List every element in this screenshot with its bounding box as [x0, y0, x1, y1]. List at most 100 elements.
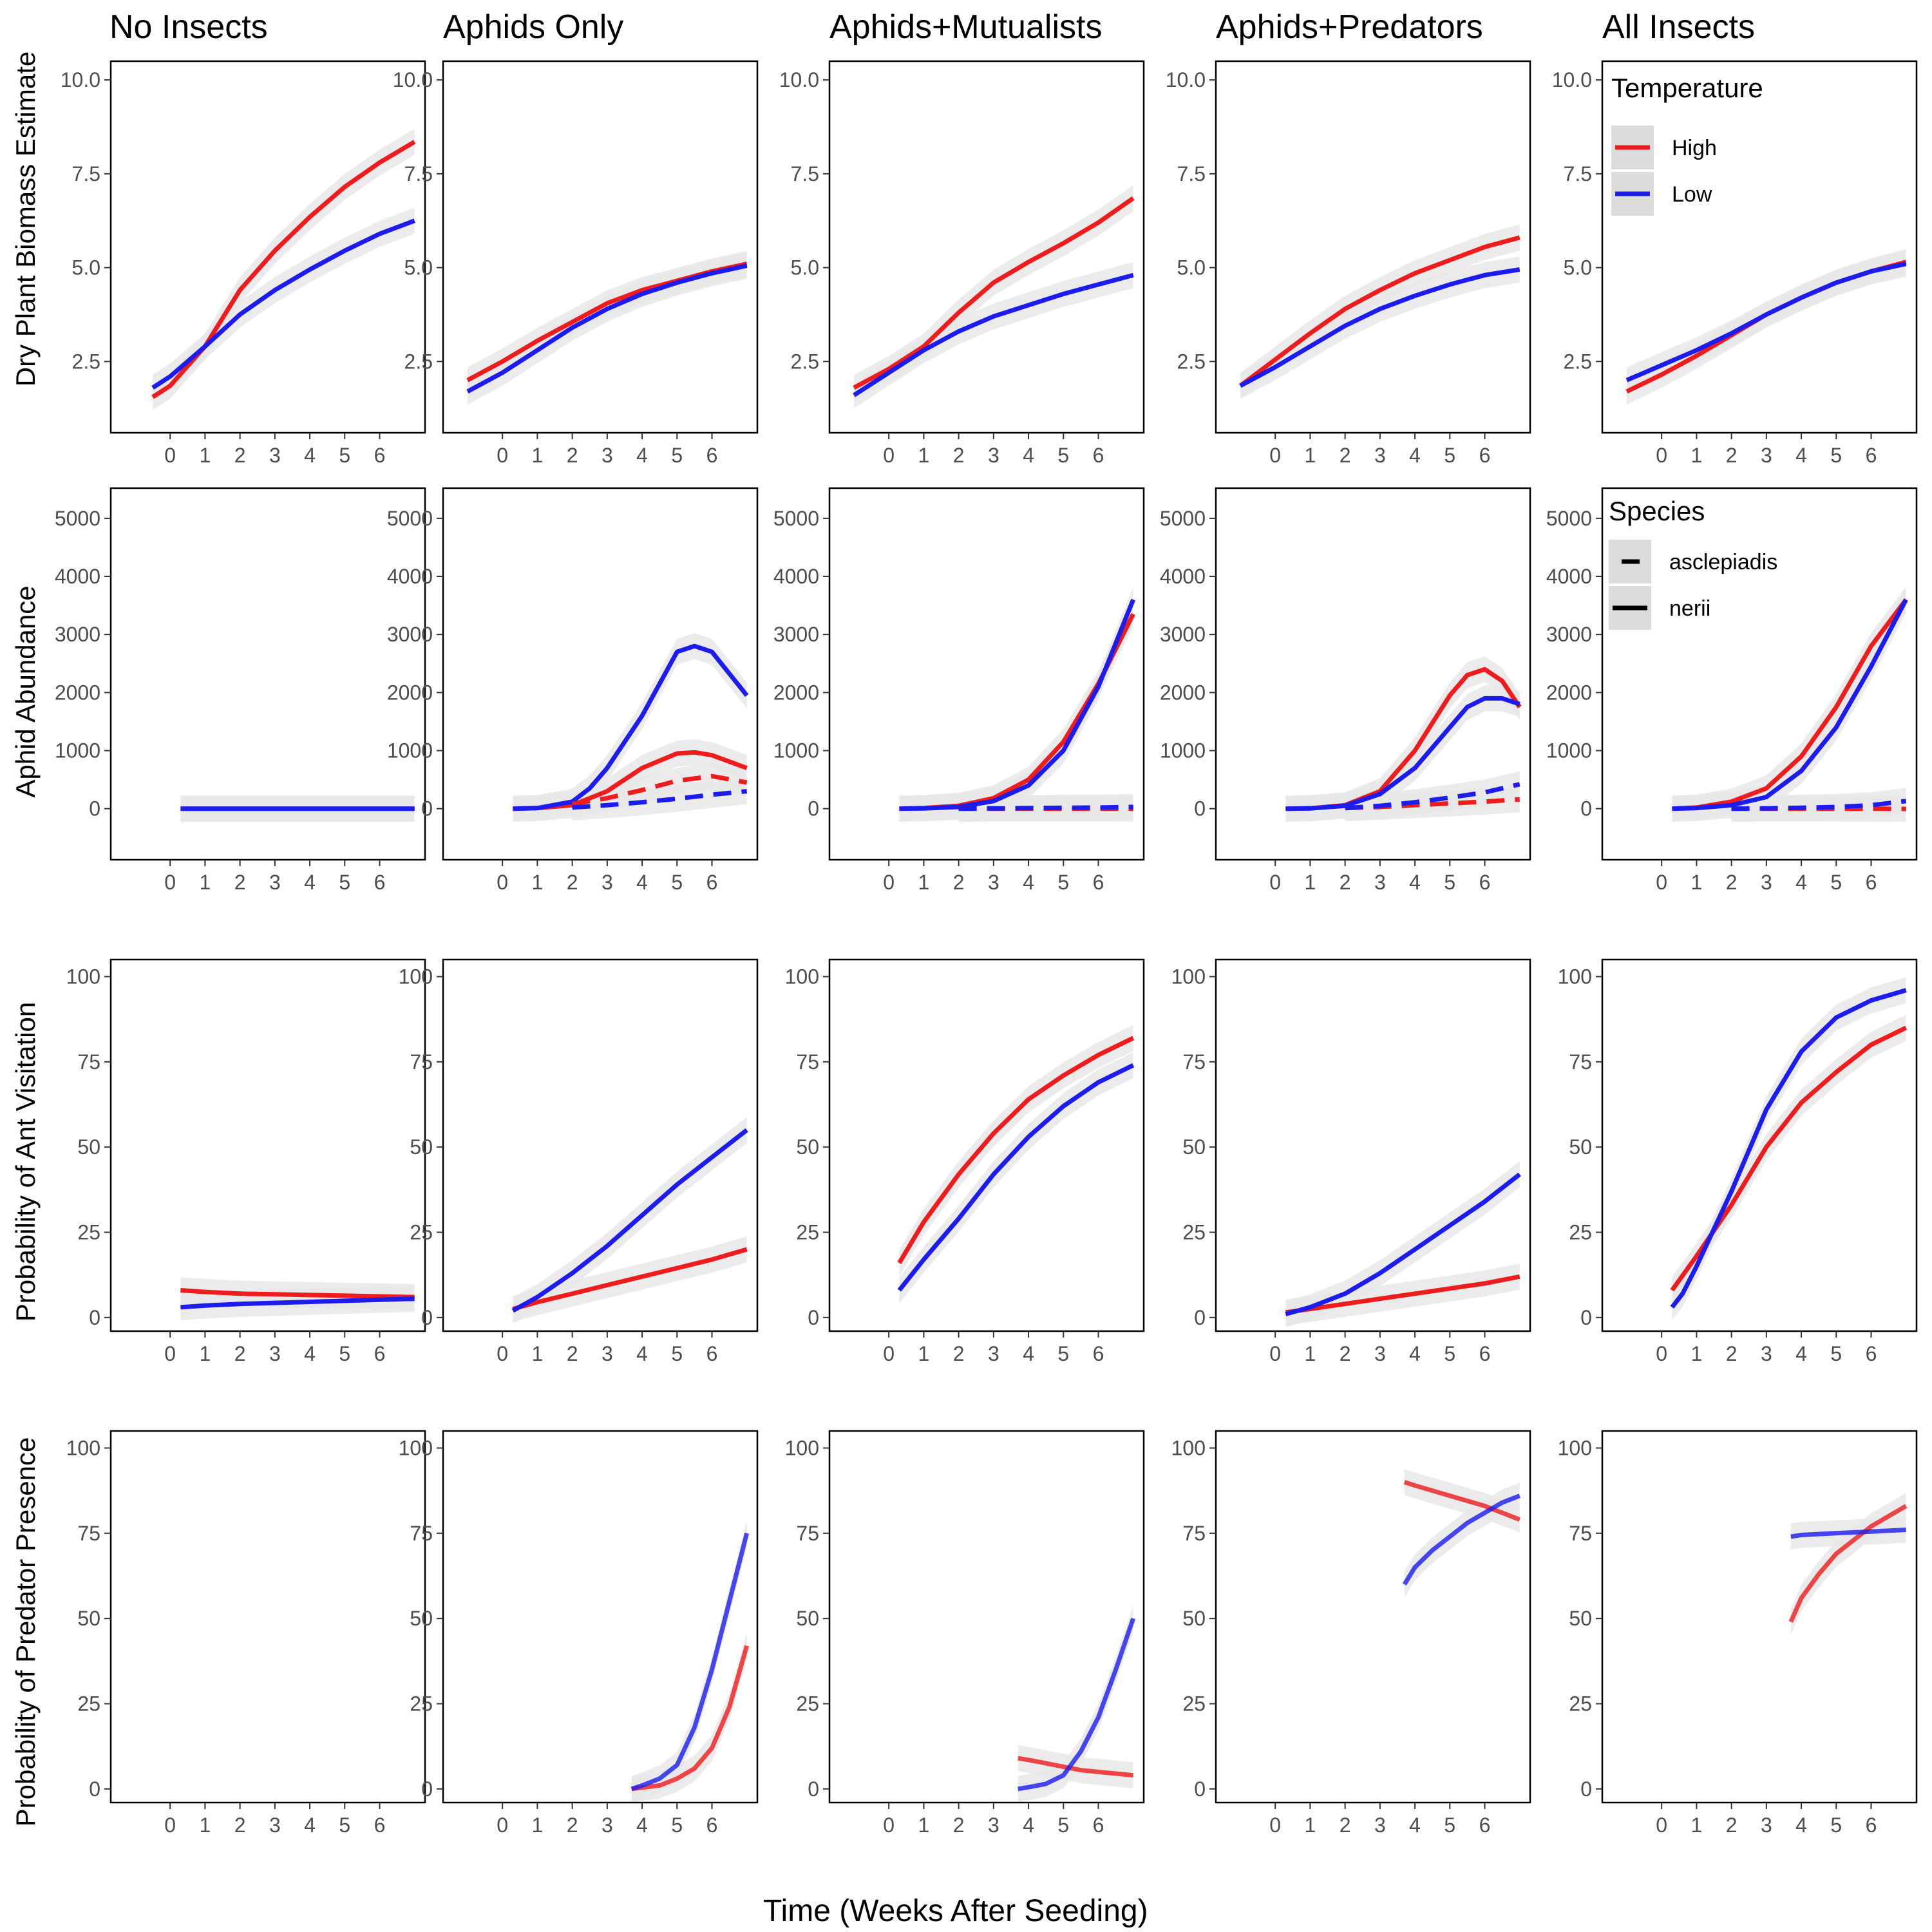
- x-tick-label: 1: [200, 871, 211, 894]
- x-tick-label: 2: [234, 444, 246, 467]
- y-tick-label: 7.5: [404, 162, 433, 185]
- y-tick-label: 7.5: [1177, 162, 1206, 185]
- x-tick-label: 5: [1444, 1342, 1455, 1365]
- x-tick-label: 1: [1691, 444, 1703, 467]
- y-tick-label: 75: [796, 1522, 819, 1545]
- y-tick-label: 0: [808, 797, 819, 820]
- x-tick-label: 4: [304, 1814, 316, 1837]
- x-tick-label: 5: [339, 1814, 350, 1837]
- ribbon-high: [1672, 1014, 1906, 1303]
- x-tick-label: 4: [636, 871, 648, 894]
- legend-label-high: High: [1672, 136, 1717, 160]
- series-line-low: [853, 272, 1134, 397]
- x-tick-label: 5: [1830, 1814, 1842, 1837]
- x-tick-label: 2: [567, 1814, 578, 1837]
- series-line-low-nerii: [899, 598, 1135, 811]
- series-line-high: [1403, 1480, 1520, 1522]
- x-tick-label: 1: [200, 1342, 211, 1365]
- y-tick-label: 0: [89, 1777, 100, 1801]
- panel-frame: [442, 60, 759, 434]
- x-tick-label: 2: [1340, 871, 1351, 894]
- y-tick-label: 0: [421, 1777, 433, 1801]
- x-tick-label: 5: [1057, 444, 1069, 467]
- y-tick-label: 3000: [1160, 623, 1206, 646]
- panel-probability-of-predator-presence-aphids-predators: 0 1 2 3 4 5 6 0 25 50 75 100: [1171, 1430, 1531, 1837]
- x-tick-label: 4: [1023, 1342, 1034, 1365]
- x-tick-label: 4: [1409, 444, 1421, 467]
- y-tick-label: 4000: [1160, 565, 1206, 588]
- x-tick-label: 0: [1656, 1814, 1667, 1837]
- series-line-low: [1670, 988, 1907, 1309]
- y-tick-label: 2.5: [1564, 350, 1592, 373]
- legend-label-asclepiadis: asclepiadis: [1669, 550, 1777, 574]
- panel-aphid-abundance-no-insects: 0 1 2 3 4 5 6 0 1000 2000 3000 4000 5000: [55, 487, 426, 894]
- x-tick-label: 3: [988, 1814, 999, 1837]
- column-title-all-insects: All Insects: [1602, 8, 1755, 46]
- x-tick-label: 0: [1656, 1342, 1667, 1365]
- y-tick-label: 2000: [1546, 681, 1592, 704]
- y-tick-label: 7.5: [791, 162, 819, 185]
- series-line-high-asclepiadis: [572, 773, 748, 806]
- series-line-high: [1238, 235, 1520, 388]
- x-tick-label: 0: [1269, 1342, 1281, 1365]
- x-tick-label: 5: [1444, 444, 1455, 467]
- x-axis-title: Time (Weeks After Seeding): [763, 1894, 1148, 1928]
- x-tick-label: 5: [671, 444, 683, 467]
- x-tick-label: 4: [1795, 1814, 1807, 1837]
- y-tick-label: 25: [796, 1692, 819, 1715]
- x-tick-label: 2: [567, 444, 578, 467]
- y-tick-label: 50: [796, 1135, 819, 1159]
- panel-frame: [1215, 958, 1531, 1332]
- x-tick-label: 6: [1093, 1814, 1104, 1837]
- y-tick-label: 50: [1182, 1135, 1206, 1159]
- y-tick-label: 2.5: [404, 350, 433, 373]
- panel-frame: [109, 1430, 426, 1804]
- panel-frame: [109, 958, 426, 1332]
- y-tick-label: 0: [1194, 1306, 1206, 1329]
- y-tick-label: 4000: [55, 565, 100, 588]
- panel-probability-of-ant-visitation-aphids-only: 0 1 2 3 4 5 6 0 25 50 75 100: [399, 958, 759, 1365]
- x-tick-label: 1: [1305, 1814, 1316, 1837]
- x-tick-label: 3: [1761, 444, 1772, 467]
- y-tick-label: 5000: [387, 507, 433, 530]
- ribbon-low-nerii: [513, 633, 747, 822]
- series-line-high: [631, 1645, 750, 1792]
- panel-probability-of-ant-visitation-all-insects: 0 1 2 3 4 5 6 0 25 50 75 100: [1558, 958, 1918, 1365]
- x-tick-label: 3: [601, 1814, 613, 1837]
- x-tick-label: 5: [671, 1814, 683, 1837]
- x-tick-label: 3: [601, 444, 613, 467]
- column-title-aphids-predators: Aphids+Predators: [1216, 8, 1483, 46]
- x-tick-label: 0: [883, 444, 895, 467]
- y-tick-label: 2.5: [72, 350, 100, 373]
- x-tick-label: 3: [269, 1342, 281, 1365]
- series-line-low: [1790, 1528, 1906, 1539]
- y-tick-label: 75: [1182, 1050, 1206, 1074]
- series-line-low-asclepiadis: [1731, 799, 1907, 811]
- x-tick-label: 4: [1409, 1814, 1421, 1837]
- x-tick-label: 3: [988, 1342, 999, 1365]
- x-tick-label: 4: [304, 444, 316, 467]
- panel-frame: [1215, 487, 1531, 861]
- y-tick-label: 2000: [1160, 681, 1206, 704]
- panel-frame: [828, 60, 1145, 434]
- panel-dry-plant-biomass-estimate-aphids-predators: 0 1 2 3 4 5 6 2.5 5.0 7.5 10.0: [1166, 60, 1531, 467]
- x-tick-label: 5: [339, 444, 350, 467]
- y-tick-label: 100: [399, 1436, 433, 1459]
- y-tick-label: 0: [89, 1306, 100, 1329]
- x-tick-label: 3: [988, 444, 999, 467]
- y-tick-label: 5.0: [791, 256, 819, 279]
- panel-frame: [109, 487, 426, 861]
- x-tick-label: 1: [1691, 1342, 1703, 1365]
- ribbon-low-nerii: [1285, 685, 1520, 822]
- ribbon-low-asclepiadis: [1731, 788, 1906, 822]
- x-tick-label: 0: [1656, 871, 1667, 894]
- y-tick-label: 50: [77, 1135, 100, 1159]
- series-line-low: [1402, 1493, 1520, 1586]
- series-line-low: [630, 1532, 750, 1792]
- x-tick-label: 2: [1726, 1814, 1738, 1837]
- y-tick-label: 0: [421, 797, 433, 820]
- y-tick-label: 100: [1558, 965, 1592, 988]
- x-tick-label: 2: [234, 871, 246, 894]
- y-tick-label: 0: [421, 1306, 433, 1329]
